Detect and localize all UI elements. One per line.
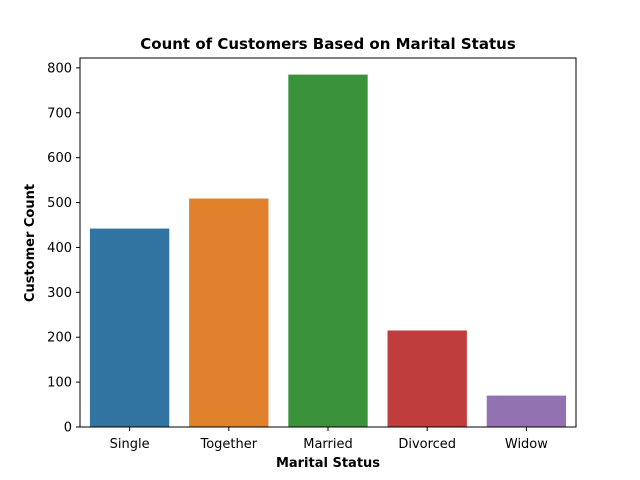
y-tick-label: 500 [47,196,72,211]
x-tick-label: Married [303,437,353,452]
y-axis-label: Customer Count [23,184,38,302]
x-tick-label: Single [110,437,150,452]
plot-frame [79,57,577,428]
chart-title: Count of Customers Based on Marital Stat… [140,35,516,53]
x-tick-label: Divorced [398,437,456,452]
y-tick-label: 600 [47,151,72,166]
bar-divorced [387,330,467,427]
x-axis-label: Marital Status [276,456,380,471]
y-tick-label: 0 [64,421,72,436]
bar-single [89,228,170,427]
y-tick-label: 200 [47,331,72,346]
x-axis-ticks: Single Together Married Divorced Widow [110,427,548,452]
bars-group [89,74,567,428]
y-tick-label: 400 [47,241,72,256]
bar-widow [486,395,567,427]
y-tick-label: 300 [47,286,72,301]
x-tick-label: Together [199,437,257,452]
x-tick-label: Widow [505,437,548,452]
y-axis-ticks: 0 100 200 300 400 500 600 700 800 [47,61,80,436]
bar-together [189,198,269,427]
y-tick-label: 800 [47,61,72,76]
bar-married [288,74,368,428]
y-tick-label: 700 [47,106,72,121]
y-tick-label: 100 [47,376,72,391]
